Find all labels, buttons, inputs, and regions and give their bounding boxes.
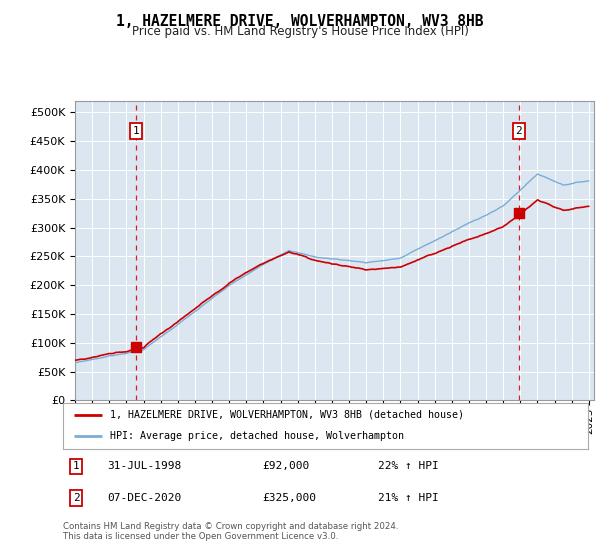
Text: 1, HAZELMERE DRIVE, WOLVERHAMPTON, WV3 8HB: 1, HAZELMERE DRIVE, WOLVERHAMPTON, WV3 8… [116, 14, 484, 29]
Text: 1, HAZELMERE DRIVE, WOLVERHAMPTON, WV3 8HB (detached house): 1, HAZELMERE DRIVE, WOLVERHAMPTON, WV3 8… [110, 410, 464, 419]
Text: 2: 2 [73, 493, 79, 503]
Text: 22% ↑ HPI: 22% ↑ HPI [378, 461, 439, 472]
Text: 21% ↑ HPI: 21% ↑ HPI [378, 493, 439, 503]
Text: 2: 2 [515, 126, 523, 136]
Text: 07-DEC-2020: 07-DEC-2020 [107, 493, 182, 503]
Text: Price paid vs. HM Land Registry's House Price Index (HPI): Price paid vs. HM Land Registry's House … [131, 25, 469, 38]
Text: Contains HM Land Registry data © Crown copyright and database right 2024.
This d: Contains HM Land Registry data © Crown c… [63, 522, 398, 542]
Text: £325,000: £325,000 [263, 493, 317, 503]
Text: £92,000: £92,000 [263, 461, 310, 472]
Text: 1: 1 [133, 126, 140, 136]
Text: 1: 1 [73, 461, 79, 472]
Text: 31-JUL-1998: 31-JUL-1998 [107, 461, 182, 472]
Text: HPI: Average price, detached house, Wolverhampton: HPI: Average price, detached house, Wolv… [110, 431, 404, 441]
